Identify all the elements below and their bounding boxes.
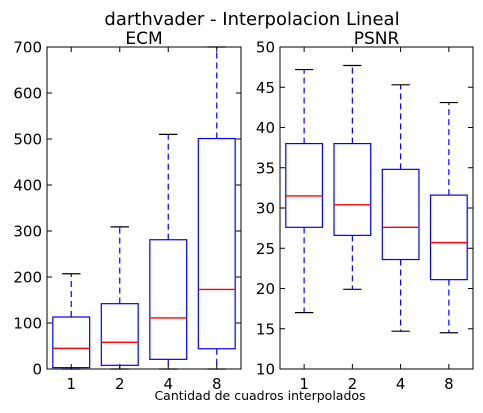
ecm-title: ECM (125, 29, 162, 49)
psnr-xtick-label-1: 1 (299, 375, 309, 393)
ecm-axes-frame (46, 46, 242, 370)
psnr-ytick-label-15: 15 (256, 320, 275, 338)
psnr-axes-frame (279, 46, 474, 370)
ecm-ytick-label-0: 0 (32, 361, 42, 379)
ecm-ytick-label-200: 200 (13, 269, 42, 287)
ecm-ytick-label-700: 700 (13, 39, 42, 57)
psnr-xtick-label-2: 2 (348, 375, 358, 393)
ecm-box-8 (197, 137, 236, 350)
ecm-box-4 (149, 239, 188, 360)
ecm-box-2 (100, 303, 139, 366)
figure-suptitle: darthvader - Interpolacion Lineal (104, 9, 399, 30)
ecm-box-1 (52, 316, 91, 369)
ecm-ytick-label-500: 500 (13, 131, 42, 149)
psnr-ytick-label-25: 25 (256, 240, 275, 258)
psnr-ytick-label-10: 10 (256, 361, 275, 379)
ecm-xtick-label-2: 2 (115, 375, 125, 393)
ecm-ytick-label-600: 600 (13, 85, 42, 103)
psnr-xtick-label-4: 4 (396, 375, 406, 393)
psnr-ytick-label-50: 50 (256, 39, 275, 57)
psnr-box-8 (429, 194, 468, 281)
psnr-ytick-label-30: 30 (256, 200, 275, 218)
psnr-title: PSNR (354, 29, 400, 49)
psnr-box-1 (285, 143, 324, 228)
ecm-xtick-label-4: 4 (163, 375, 173, 393)
psnr-ytick-label-35: 35 (256, 159, 275, 177)
psnr-xtick-label-8: 8 (444, 375, 454, 393)
psnr-ytick-label-20: 20 (256, 280, 275, 298)
ecm-ytick-label-100: 100 (13, 315, 42, 333)
psnr-chart: PSNR 10 15 20 25 30 35 40 45 50 1 2 4 8 (256, 29, 474, 393)
ecm-ytick-label-300: 300 (13, 223, 42, 241)
psnr-ytick-label-45: 45 (256, 79, 275, 97)
figure-xlabel: Cantidad de cuadros interpolados (154, 388, 365, 403)
psnr-ytick-label-40: 40 (256, 119, 275, 137)
ecm-chart: ECM 0 100 200 300 400 500 600 700 1 2 4 8 (13, 29, 242, 393)
psnr-box-2 (333, 143, 372, 236)
ecm-xtick-label-1: 1 (66, 375, 76, 393)
ecm-ytick-label-400: 400 (13, 177, 42, 195)
ecm-xtick-label-8: 8 (212, 375, 222, 393)
psnr-box-4 (381, 168, 420, 261)
